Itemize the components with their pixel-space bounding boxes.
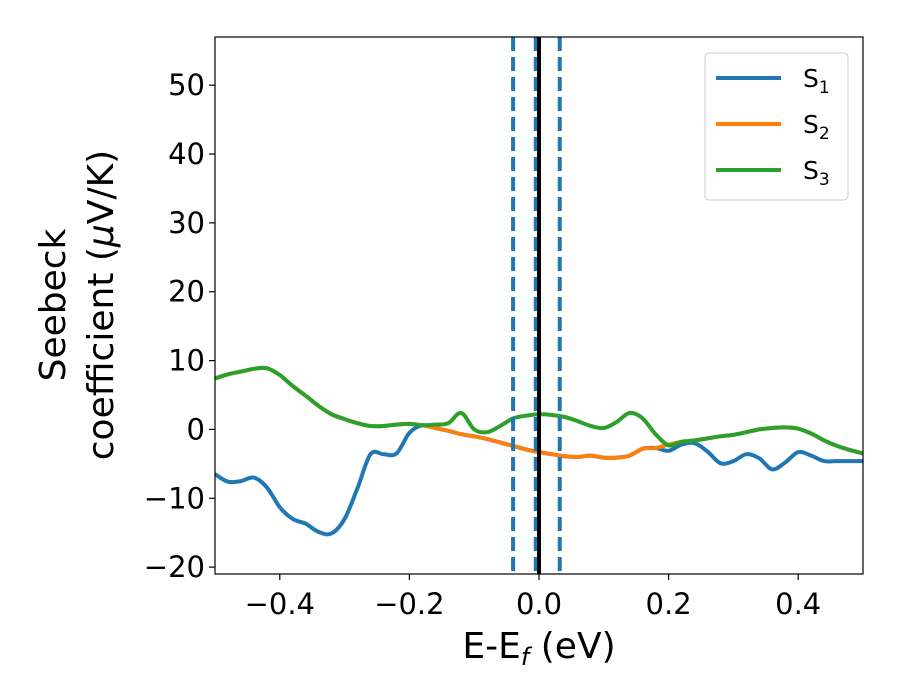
x-axis-title: E-Ef (eV) (462, 626, 615, 671)
x-tick-label: −0.4 (245, 587, 315, 621)
y-tick-label: −10 (144, 481, 205, 515)
y-axis-title-prefix: coefficient ( (81, 247, 122, 460)
y-tick-label: −20 (144, 550, 205, 584)
y-axis-title-suffix: V/K) (81, 150, 122, 224)
x-tick-label: 0.0 (516, 587, 562, 621)
y-axis-title-line2: coefficient (μV/K) (81, 150, 122, 460)
x-axis-title-unit: (eV) (529, 626, 615, 667)
y-axis-ticks: −20 −10 0 10 20 30 40 50 (144, 68, 215, 584)
y-tick-label: 30 (168, 206, 205, 240)
legend-label-s2: S2 (803, 110, 830, 144)
y-axis-title: Seebeck coefficient (μV/K) (33, 150, 122, 460)
y-tick-label: 20 (168, 275, 205, 309)
legend-label-s3: S3 (803, 156, 830, 190)
x-axis-title-main: E-E (462, 626, 520, 667)
x-tick-label: −0.2 (374, 587, 444, 621)
y-tick-label: 0 (187, 412, 205, 446)
y-axis-title-mu: μ (81, 224, 122, 248)
legend: S1 S2 S3 (704, 52, 849, 201)
y-axis-title-line1: Seebeck (33, 228, 74, 381)
y-tick-label: 50 (168, 68, 205, 102)
x-axis-ticks: −0.4 −0.2 0.0 0.2 0.4 (245, 574, 821, 621)
y-tick-label: 40 (168, 137, 205, 171)
legend-box (704, 52, 849, 201)
x-tick-label: 0.2 (646, 587, 692, 621)
x-tick-label: 0.4 (775, 587, 821, 621)
legend-label-s1: S1 (803, 64, 830, 98)
vline-layer (511, 37, 562, 574)
y-tick-label: 10 (168, 344, 205, 378)
